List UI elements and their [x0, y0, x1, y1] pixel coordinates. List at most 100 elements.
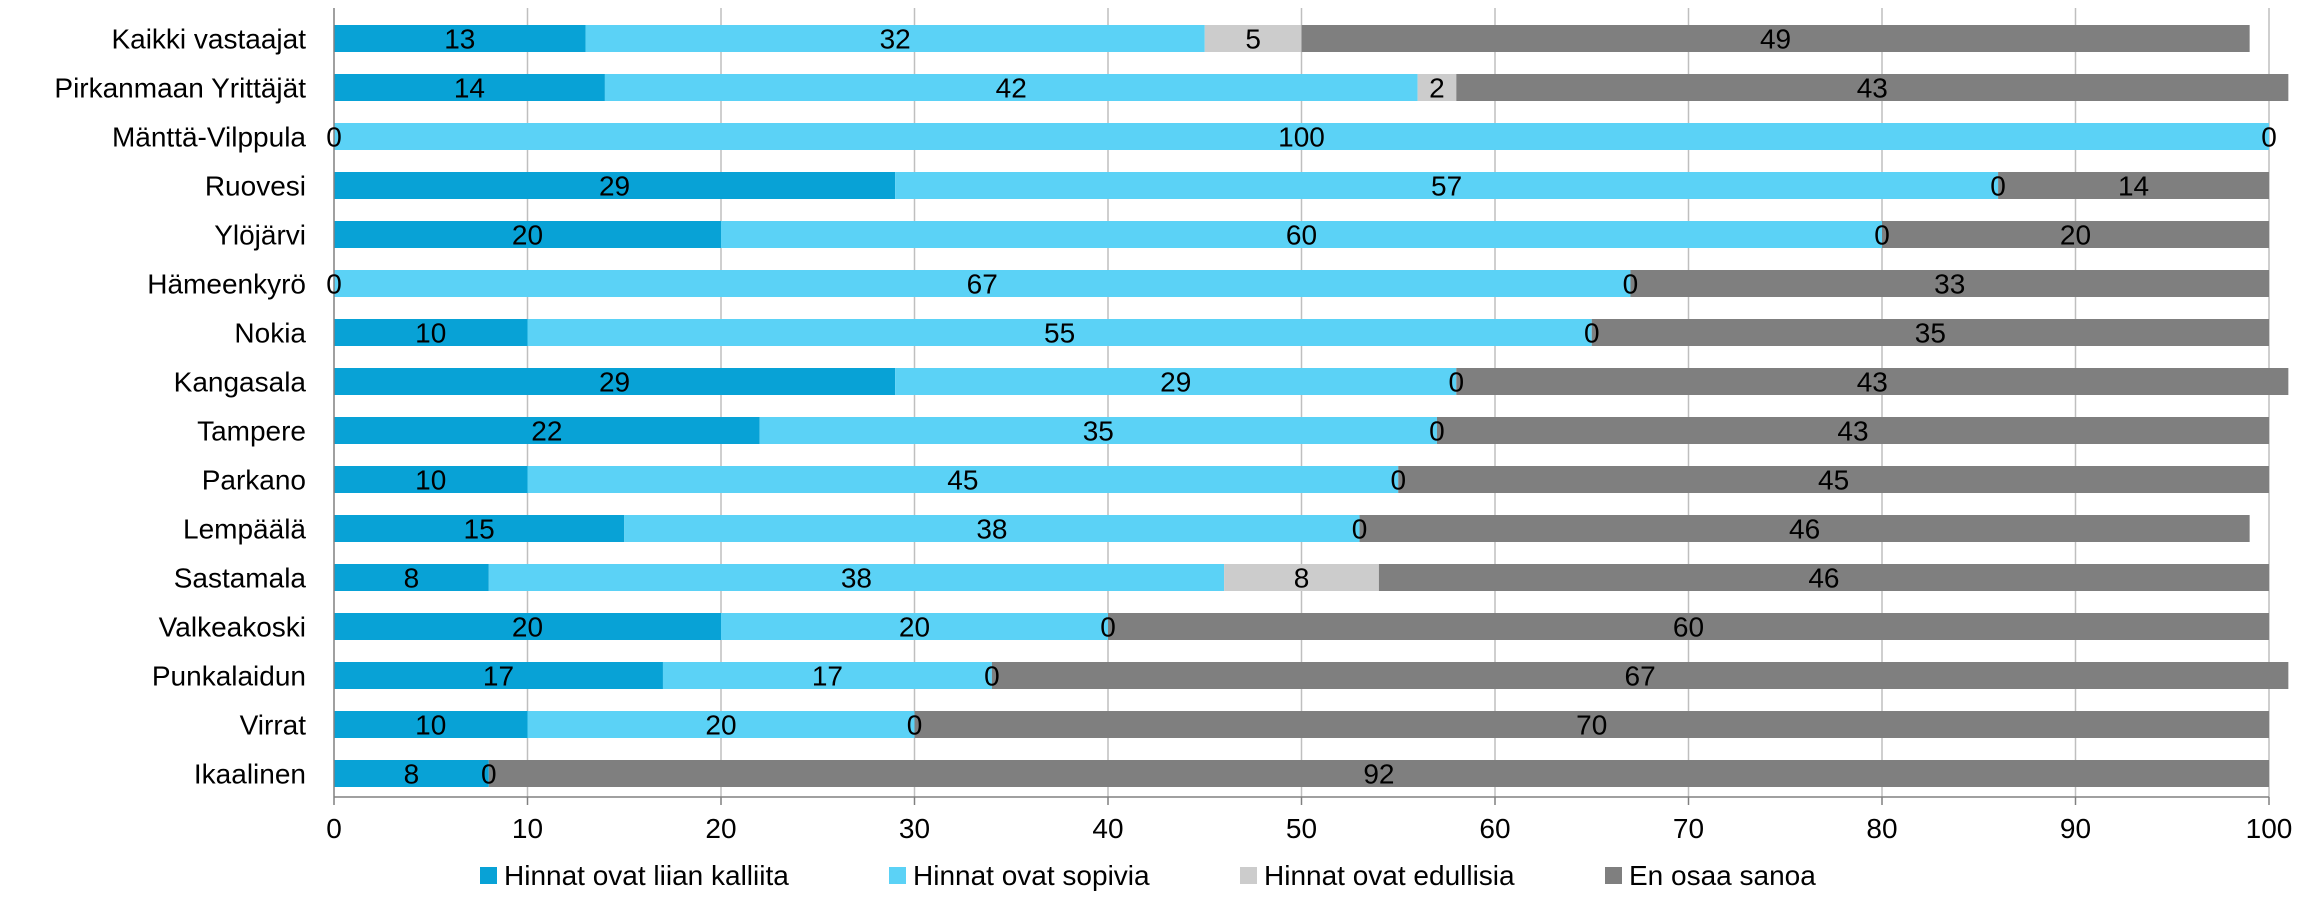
category-label: Valkeakoski: [159, 612, 306, 643]
bar-segment: [334, 613, 721, 640]
x-tick-label: 40: [1092, 813, 1123, 844]
bar-segment: [1630, 270, 2269, 297]
x-tick-label: 20: [705, 813, 736, 844]
data-label: 20: [512, 612, 543, 643]
data-label: 46: [1808, 563, 1839, 594]
x-tick-label: 0: [326, 813, 342, 844]
bar-segment: [895, 368, 1457, 395]
data-label: 32: [880, 24, 911, 55]
legend-label: Hinnat ovat sopivia: [913, 860, 1150, 891]
data-label: 0: [326, 122, 342, 153]
data-label: 8: [1294, 563, 1310, 594]
bar-segment: [585, 25, 1205, 52]
category-label: Mänttä-Vilppula: [112, 122, 306, 153]
data-label: 20: [2060, 220, 2091, 251]
data-label: 33: [1934, 269, 1965, 300]
bar-segment: [334, 25, 586, 52]
data-label: 0: [1584, 318, 1600, 349]
data-label: 13: [444, 24, 475, 55]
bar-segment: [488, 564, 1225, 591]
legend-label: En osaa sanoa: [1629, 860, 1816, 891]
category-label: Nokia: [234, 318, 306, 349]
bar-segment: [527, 466, 1399, 493]
category-label: Kangasala: [174, 367, 307, 398]
category-label: Punkalaidun: [152, 661, 306, 692]
x-tick-label: 100: [2246, 813, 2293, 844]
data-label: 8: [404, 759, 420, 790]
bar-segment: [1417, 74, 1457, 101]
bar-segment: [334, 466, 528, 493]
data-label: 60: [1673, 612, 1704, 643]
bar-segment: [334, 368, 896, 395]
data-label: 20: [899, 612, 930, 643]
bar-segment: [1456, 368, 2289, 395]
legend-swatch: [1240, 867, 1257, 884]
data-label: 15: [464, 514, 495, 545]
data-label: 8: [404, 563, 420, 594]
data-label: 0: [326, 269, 342, 300]
data-label: 0: [1623, 269, 1639, 300]
legend-label: Hinnat ovat edullisia: [1264, 860, 1515, 891]
bar-segment: [624, 515, 1360, 542]
bar-segment: [334, 662, 663, 689]
data-label: 67: [967, 269, 998, 300]
data-label: 43: [1857, 367, 1888, 398]
bar-segment: [334, 711, 528, 738]
category-label: Ikaalinen: [194, 759, 306, 790]
category-label: Hämeenkyrö: [147, 269, 306, 300]
bar-segment: [334, 172, 896, 199]
category-label: Ylöjärvi: [214, 220, 306, 251]
legend-swatch: [1605, 867, 1622, 884]
bar-segment: [527, 319, 1592, 346]
bar-segment: [334, 760, 489, 787]
data-label: 67: [1625, 661, 1656, 692]
bar-segment: [721, 221, 1882, 248]
data-label: 100: [1278, 122, 1325, 153]
legend: Hinnat ovat liian kalliita Hinnat ovat so…: [480, 860, 1816, 891]
x-tick-label: 10: [512, 813, 543, 844]
category-label: Parkano: [202, 465, 306, 496]
bar-segment: [1591, 319, 2269, 346]
data-label: 92: [1363, 759, 1394, 790]
x-tick-label: 70: [1673, 813, 1704, 844]
data-label: 29: [599, 171, 630, 202]
data-label: 20: [512, 220, 543, 251]
data-label: 57: [1431, 171, 1462, 202]
bar-segment: [1456, 74, 2289, 101]
data-label: 0: [1100, 612, 1116, 643]
data-label: 49: [1760, 24, 1791, 55]
data-label: 46: [1789, 514, 1820, 545]
bar-segment: [1398, 466, 2269, 493]
data-label: 10: [415, 710, 446, 741]
bar-segment: [1204, 25, 1302, 52]
data-label: 2: [1429, 73, 1445, 104]
x-tick-label: 60: [1479, 813, 1510, 844]
x-tick-labels: 0 10 20 30 40 50 60 70 80 90 100: [326, 813, 2292, 844]
data-label: 0: [1429, 416, 1445, 447]
data-label: 38: [976, 514, 1007, 545]
data-label: 17: [812, 661, 843, 692]
category-label: Lempäälä: [183, 514, 306, 545]
data-label: 38: [841, 563, 872, 594]
data-label: 22: [531, 416, 562, 447]
bar-segment: [334, 221, 721, 248]
category-label: Tampere: [197, 416, 306, 447]
data-label: 0: [907, 710, 923, 741]
data-label: 43: [1857, 73, 1888, 104]
bar-segment: [721, 613, 1108, 640]
axes: [333, 8, 2270, 805]
data-label: 29: [1160, 367, 1191, 398]
bar-segment: [759, 417, 1437, 444]
bar-segment: [662, 662, 992, 689]
bar-segment: [1436, 417, 2269, 444]
bar-segment: [488, 760, 2269, 787]
legend-swatch: [480, 867, 497, 884]
data-label: 14: [454, 73, 485, 104]
bar-segment: [1108, 613, 2269, 640]
data-label: 29: [599, 367, 630, 398]
bar-segment: [1998, 172, 2269, 199]
data-label: 35: [1915, 318, 1946, 349]
x-tick-label: 30: [899, 813, 930, 844]
